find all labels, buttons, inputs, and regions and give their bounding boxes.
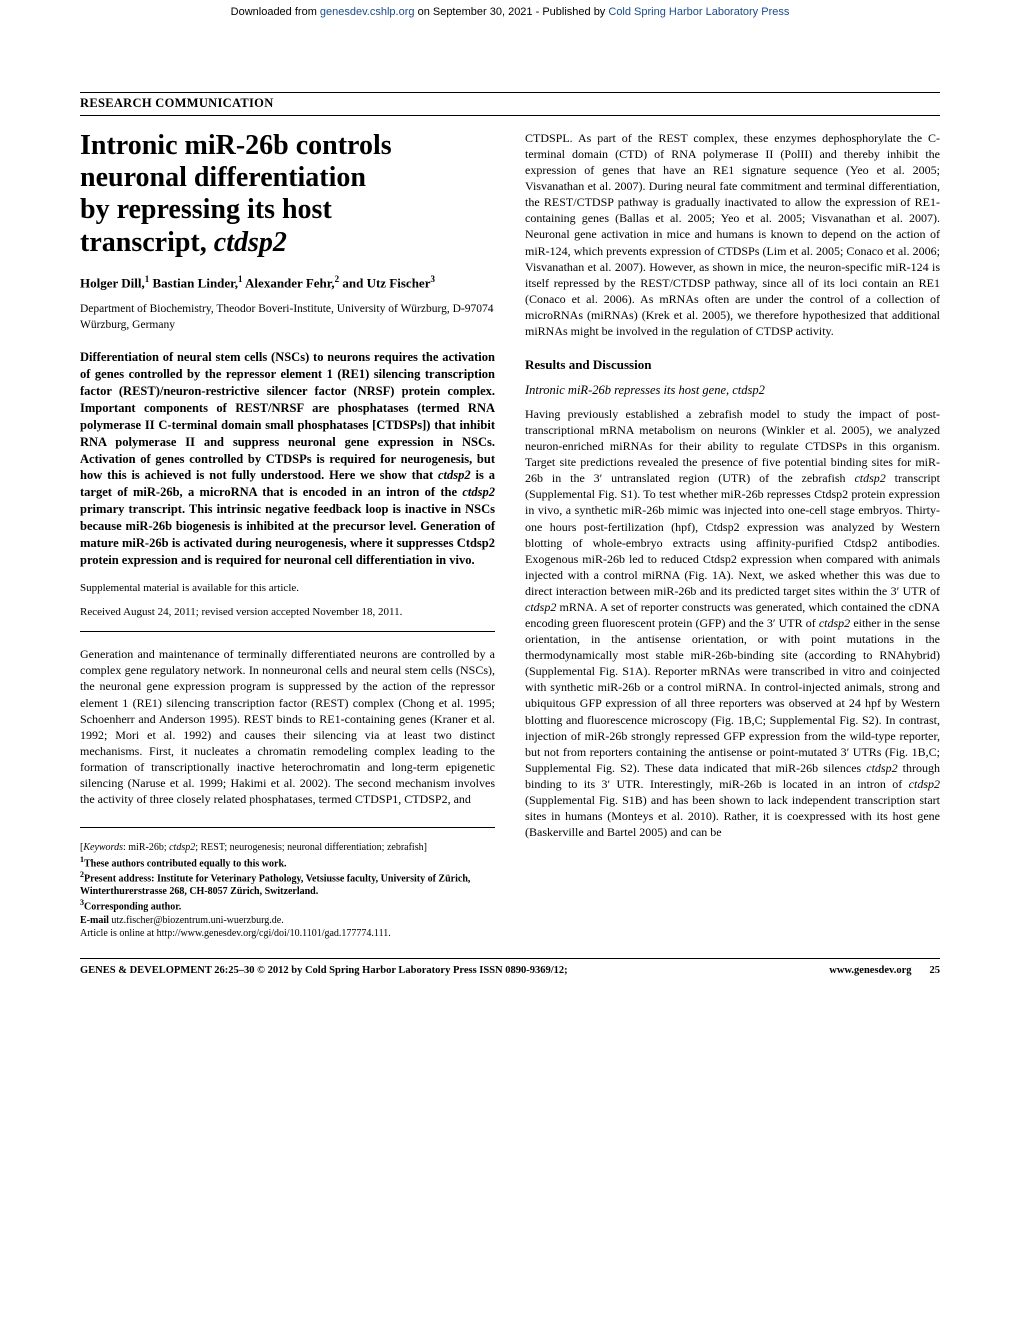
download-prefix: Downloaded from [231,6,320,18]
kw-label: Keywords [83,842,123,853]
footnote-2: 2Present address: Institute for Veterina… [80,870,495,898]
divider-rule [80,631,495,632]
section-rule-top [80,92,940,93]
abstract: Differentiation of neural stem cells (NS… [80,349,495,568]
footer-left: GENES & DEVELOPMENT 26:25–30 © 2012 by C… [80,965,568,976]
download-link-2[interactable]: Cold Spring Harbor Laboratory Press [608,6,789,18]
affiliation: Department of Biochemistry, Theodor Bove… [80,302,495,333]
page-content: RESEARCH COMMUNICATION Intronic miR-26b … [0,22,1020,940]
kw-ital2: ctdsp2 [169,842,195,853]
download-header: Downloaded from genesdev.cshlp.org on Se… [0,0,1020,22]
fn-email-value: utz.fischer@biozentrum.uni-wuerzburg.de. [111,915,283,926]
footnote-article-url: Article is online at http://www.genesdev… [80,927,495,940]
left-column: Intronic miR-26b controls neuronal diffe… [80,130,495,940]
page-number: 25 [930,965,941,976]
title-line-2: neuronal differentiation [80,162,366,193]
section-label: RESEARCH COMMUNICATION [80,96,940,113]
title-line-3: by repressing its host [80,194,332,225]
keywords-block: [Keywords: miR-26b; ctdsp2; REST; neurog… [80,842,495,939]
footer-url: www.genesdev.org [829,965,911,976]
two-column-layout: Intronic miR-26b controls neuronal diffe… [80,130,940,940]
title-line-1: Intronic miR-26b controls [80,130,392,161]
section-rule-bottom [80,115,940,116]
title-line-4b: ctdsp2 [214,227,287,258]
received-dates: Received August 24, 2011; revised versio… [80,605,495,619]
right-column: CTDSPL. As part of the REST complex, the… [525,130,940,940]
page-footer: GENES & DEVELOPMENT 26:25–30 © 2012 by C… [0,959,1020,976]
footnote-1: 1These authors contributed equally to th… [80,855,495,870]
footnote-3: 3Corresponding author. [80,898,495,913]
authors-list: Holger Dill,1 Bastian Linder,1 Alexander… [80,273,495,293]
col2-paragraph-1: CTDSPL. As part of the REST complex, the… [525,130,940,339]
fn2-text: Present address: Institute for Veterinar… [80,873,470,897]
title-line-4a: transcript, [80,227,214,258]
intro-paragraph: Generation and maintenance of terminally… [80,646,495,807]
fn3-text: Corresponding author. [84,902,181,913]
col2-paragraph-2: Having previously established a zebrafis… [525,406,940,840]
kw-rest: ; REST; neurogenesis; neuronal different… [195,842,427,853]
download-mid: on September 30, 2021 - Published by [415,6,609,18]
footnote-email: E-mail utz.fischer@biozentrum.uni-wuerzb… [80,914,495,927]
fn1-text: These authors contributed equally to thi… [84,858,287,869]
results-subheading: Intronic miR-26b represses its host gene… [525,383,940,398]
kw-body: : miR-26b; [123,842,169,853]
results-heading: Results and Discussion [525,357,940,373]
keywords-rule [80,827,495,828]
supplemental-note: Supplemental material is available for t… [80,581,495,595]
article-title: Intronic miR-26b controls neuronal diffe… [80,130,495,259]
download-link-1[interactable]: genesdev.cshlp.org [320,6,415,18]
fn-email-label: E-mail [80,915,111,926]
